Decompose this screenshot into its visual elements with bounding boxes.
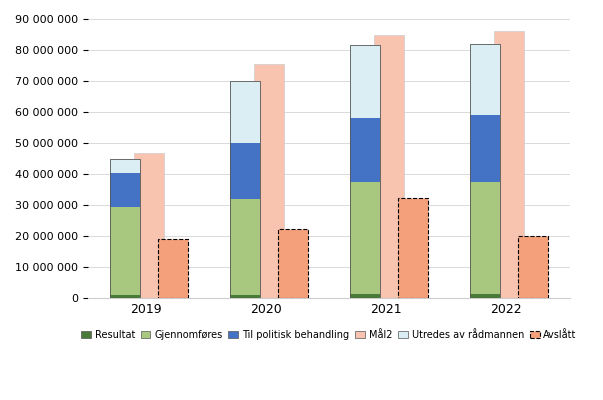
Bar (350, 45, 380, 118)
Bar (230, 81, 260, 143)
Bar (494, 32, 524, 298)
Bar (518, 236, 548, 298)
Bar (470, 294, 500, 298)
Bar (158, 240, 188, 298)
Bar (230, 81, 260, 298)
Bar (134, 152, 164, 298)
Bar (470, 44, 500, 115)
Bar (110, 173, 140, 207)
Bar (110, 295, 140, 298)
Bar (230, 143, 260, 199)
Bar (230, 199, 260, 295)
Legend: Resultat, Gjennomføres, Til politisk behandling, Mål2, Utredes av rådmannen, Avs: Resultat, Gjennomføres, Til politisk beh… (77, 326, 581, 344)
Bar (350, 294, 380, 298)
Bar (470, 44, 500, 298)
Bar (350, 45, 380, 298)
Bar (110, 159, 140, 173)
Bar (278, 228, 308, 298)
Bar (470, 115, 500, 182)
Bar (374, 34, 404, 298)
Bar (398, 198, 428, 298)
Bar (254, 64, 284, 298)
Bar (110, 159, 140, 298)
Bar (110, 207, 140, 295)
Bar (350, 118, 380, 182)
Bar (230, 295, 260, 298)
Bar (470, 182, 500, 294)
Bar (350, 182, 380, 294)
